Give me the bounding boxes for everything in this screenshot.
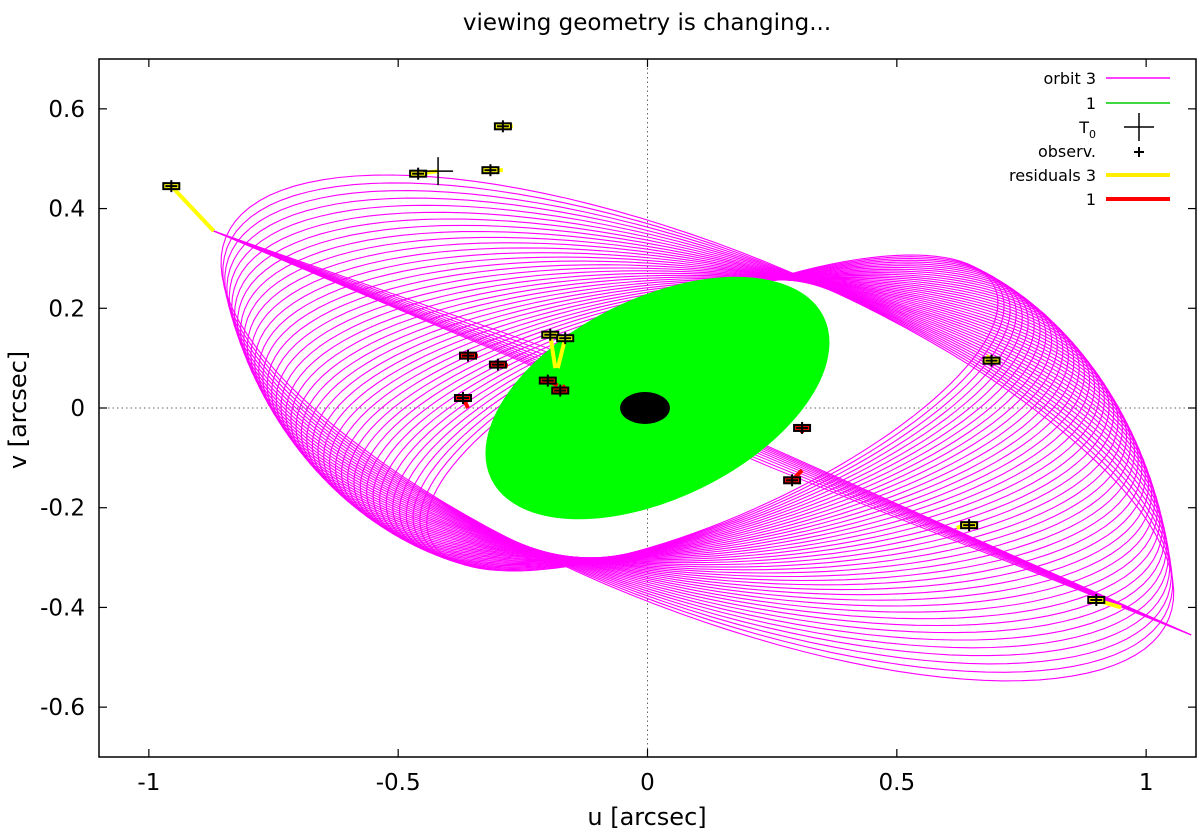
orbit-3-line	[233, 218, 1166, 634]
orbit-3-line	[290, 276, 1119, 566]
x-axis-title: u [arcsec]	[587, 803, 706, 831]
y-axis: -0.6 -0.4 -0.2 0 0.2 0.4 0.6	[40, 97, 1196, 721]
orbit-3-line	[231, 211, 1168, 641]
orbit-3-line	[266, 264, 1139, 582]
legend-label-orbit-3: orbit 3	[1043, 69, 1096, 88]
orbit-3-line	[300, 278, 1110, 562]
y-tick-label: -0.6	[40, 695, 85, 721]
orbit-3-line	[771, 467, 1192, 636]
center-blob-shape	[620, 392, 670, 424]
orbit-3-line	[213, 230, 598, 376]
y-tick-label: -0.2	[40, 496, 85, 522]
orbit-3-series	[213, 174, 1192, 682]
observations	[162, 120, 1106, 606]
legend-swatch-observ	[1134, 147, 1144, 157]
orbit-3-line	[254, 252, 1150, 596]
orbit-3-line	[243, 236, 1158, 613]
legend-swatch-t0	[1124, 113, 1154, 141]
orbit-3-line	[334, 277, 1080, 559]
orbit-3-line	[258, 256, 1146, 591]
legend-label-observ: observ.	[1038, 142, 1096, 161]
orbit-3-line	[295, 277, 1115, 564]
x-axis: -1 -0.5 0 0.5 1	[137, 59, 1153, 796]
center-blob	[620, 392, 670, 424]
chart-title: viewing geometry is changing...	[463, 10, 831, 36]
orbit-3-line	[359, 272, 1058, 562]
x-tick-label: 1	[1139, 770, 1154, 796]
legend-label-residuals-3: residuals 3	[1009, 166, 1096, 185]
orbit-3-line	[236, 224, 1163, 627]
orbit-3-line	[262, 260, 1143, 586]
legend-label-t0: T0	[1078, 118, 1096, 141]
y-tick-label: 0.6	[48, 97, 85, 123]
y-tick-label: -0.4	[40, 595, 85, 621]
orbit-3-line	[328, 278, 1085, 559]
orbit-3-line	[385, 265, 1035, 566]
orbit-3-line	[226, 197, 1171, 657]
orbit-3-line	[213, 230, 573, 362]
orbit-3-line	[222, 182, 1174, 673]
orbit-3-line	[240, 230, 1161, 620]
legend-label-t0-sub: 0	[1089, 128, 1096, 141]
legend-label-orbit-1: 1	[1086, 94, 1096, 113]
x-tick-label: -1	[137, 770, 160, 796]
orbit-3-line	[220, 174, 1175, 682]
residual-series-3	[169, 184, 216, 233]
x-tick-label: 0	[640, 770, 655, 796]
x-tick-label: -0.5	[376, 770, 421, 796]
orbit-3-line	[228, 204, 1169, 649]
legend: orbit 3 1 T0 observ. residuals 3 1	[1009, 69, 1170, 209]
orbit-3-line	[213, 230, 548, 349]
y-axis-title: v [arcsec]	[4, 351, 32, 469]
orbit-3-line	[353, 273, 1064, 561]
y-tick-label: 0.4	[48, 197, 85, 223]
orbit-3-line	[285, 274, 1123, 568]
orbit-3-line	[224, 190, 1172, 665]
orbit-3-line	[412, 257, 1011, 570]
residual-series-3	[555, 337, 568, 369]
legend-label-t0-main: T	[1078, 118, 1089, 137]
y-tick-label: 0	[70, 396, 85, 422]
legend-label-residuals-1: 1	[1086, 190, 1096, 209]
zero-lines	[99, 59, 1196, 757]
y-tick-label: 0.2	[48, 296, 85, 322]
x-tick-label: 0.5	[879, 770, 916, 796]
orbit-3-line	[392, 263, 1029, 567]
